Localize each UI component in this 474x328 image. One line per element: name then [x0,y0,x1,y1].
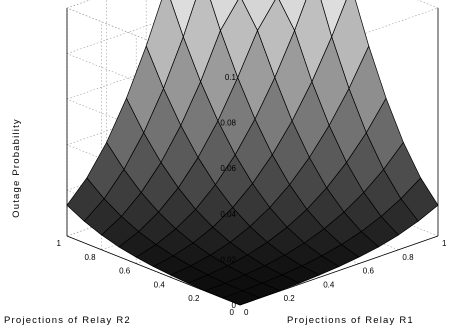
y-axis-label: Projections of Relay R2 [4,315,131,326]
axis-edge [66,7,241,78]
z-tick-label: 0 [232,301,237,310]
x-tick-label: 0.6 [363,267,375,276]
x-tick-label: 0 [244,308,249,317]
x-tick-label: 0.4 [323,280,335,289]
z-tick-label: 0.06 [220,164,236,173]
ticks: 0 0.02 0.04 0.06 0.08 0.1 0 0.2 0.4 0.6 0.8 1 0 0.2 0.… [57,73,447,317]
y-tick-label: 0.4 [154,280,166,289]
z-tick-label: 0.1 [225,73,237,82]
z-tick-label: 0.08 [220,119,236,128]
y-tick-label: 0.8 [84,253,96,262]
y-tick-label: 1 [57,239,62,248]
y-tick-label: 0.6 [119,267,131,276]
grid-line [66,98,241,169]
z-tick-label: 0.04 [220,210,236,219]
x-tick-label: 0.8 [402,253,414,262]
grid-line [66,53,241,123]
y-tick-label: 0.2 [188,294,200,303]
axis-edge [66,235,241,306]
surface [66,0,439,306]
y-tick-label: 0 [230,308,235,317]
z-tick-label: 0.02 [220,255,236,264]
z-axis-label: Outage Probability [11,118,22,218]
surface-patch [221,290,261,306]
x-tick-label: 0.2 [284,294,296,303]
grid-line [66,144,241,215]
x-tick-label: 1 [442,239,447,248]
axis-edge [239,235,439,306]
x-axis-label: Projections of Relay R1 [287,315,414,326]
